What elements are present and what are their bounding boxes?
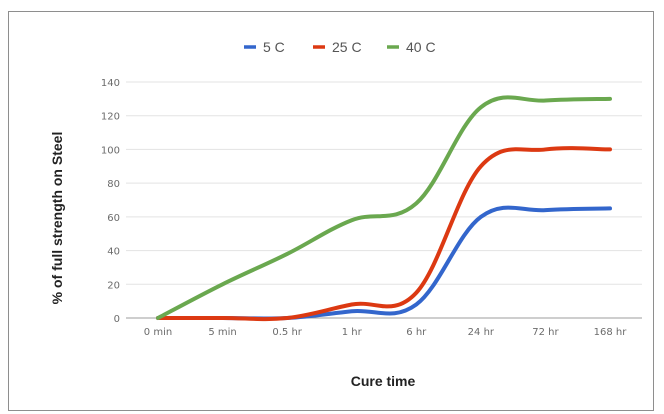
legend-label: 40 C bbox=[406, 39, 436, 55]
y-axis-ticks: 0 20 40 60 80 100 120 140 bbox=[101, 78, 120, 325]
x-tick-label: 5 min bbox=[208, 327, 236, 338]
x-tick-label: 1 hr bbox=[342, 327, 363, 338]
y-tick-label: 80 bbox=[107, 179, 120, 190]
x-axis-title: Cure time bbox=[351, 373, 416, 389]
x-tick-label: 0 min bbox=[144, 327, 172, 338]
series-line-2 bbox=[156, 95, 612, 320]
x-tick-label: 168 hr bbox=[594, 327, 628, 338]
legend-label: 25 C bbox=[332, 39, 362, 55]
y-tick-label: 140 bbox=[101, 78, 120, 89]
y-tick-label: 0 bbox=[114, 314, 120, 325]
y-tick-label: 120 bbox=[101, 112, 120, 123]
x-axis-ticks: 0 min 5 min 0.5 hr 1 hr 6 hr 24 hr 72 hr 168 hr bbox=[144, 327, 627, 338]
gridlines bbox=[126, 81, 642, 319]
y-tick-label: 100 bbox=[101, 145, 120, 156]
series-line-0 bbox=[156, 205, 612, 321]
x-tick-label: 6 hr bbox=[406, 327, 427, 338]
y-axis-title: % of full strength on Steel bbox=[49, 132, 65, 305]
y-tick-label: 40 bbox=[107, 247, 120, 258]
y-tick-label: 60 bbox=[107, 213, 120, 224]
x-tick-label: 24 hr bbox=[468, 327, 495, 338]
series-line-1 bbox=[156, 146, 612, 322]
legend-label: 5 C bbox=[263, 39, 285, 55]
series-lines bbox=[156, 95, 612, 322]
x-tick-label: 72 hr bbox=[532, 327, 559, 338]
x-tick-label: 0.5 hr bbox=[272, 327, 302, 338]
y-tick-label: 20 bbox=[107, 280, 120, 291]
legend: 5 C 25 C 40 C bbox=[244, 39, 436, 55]
